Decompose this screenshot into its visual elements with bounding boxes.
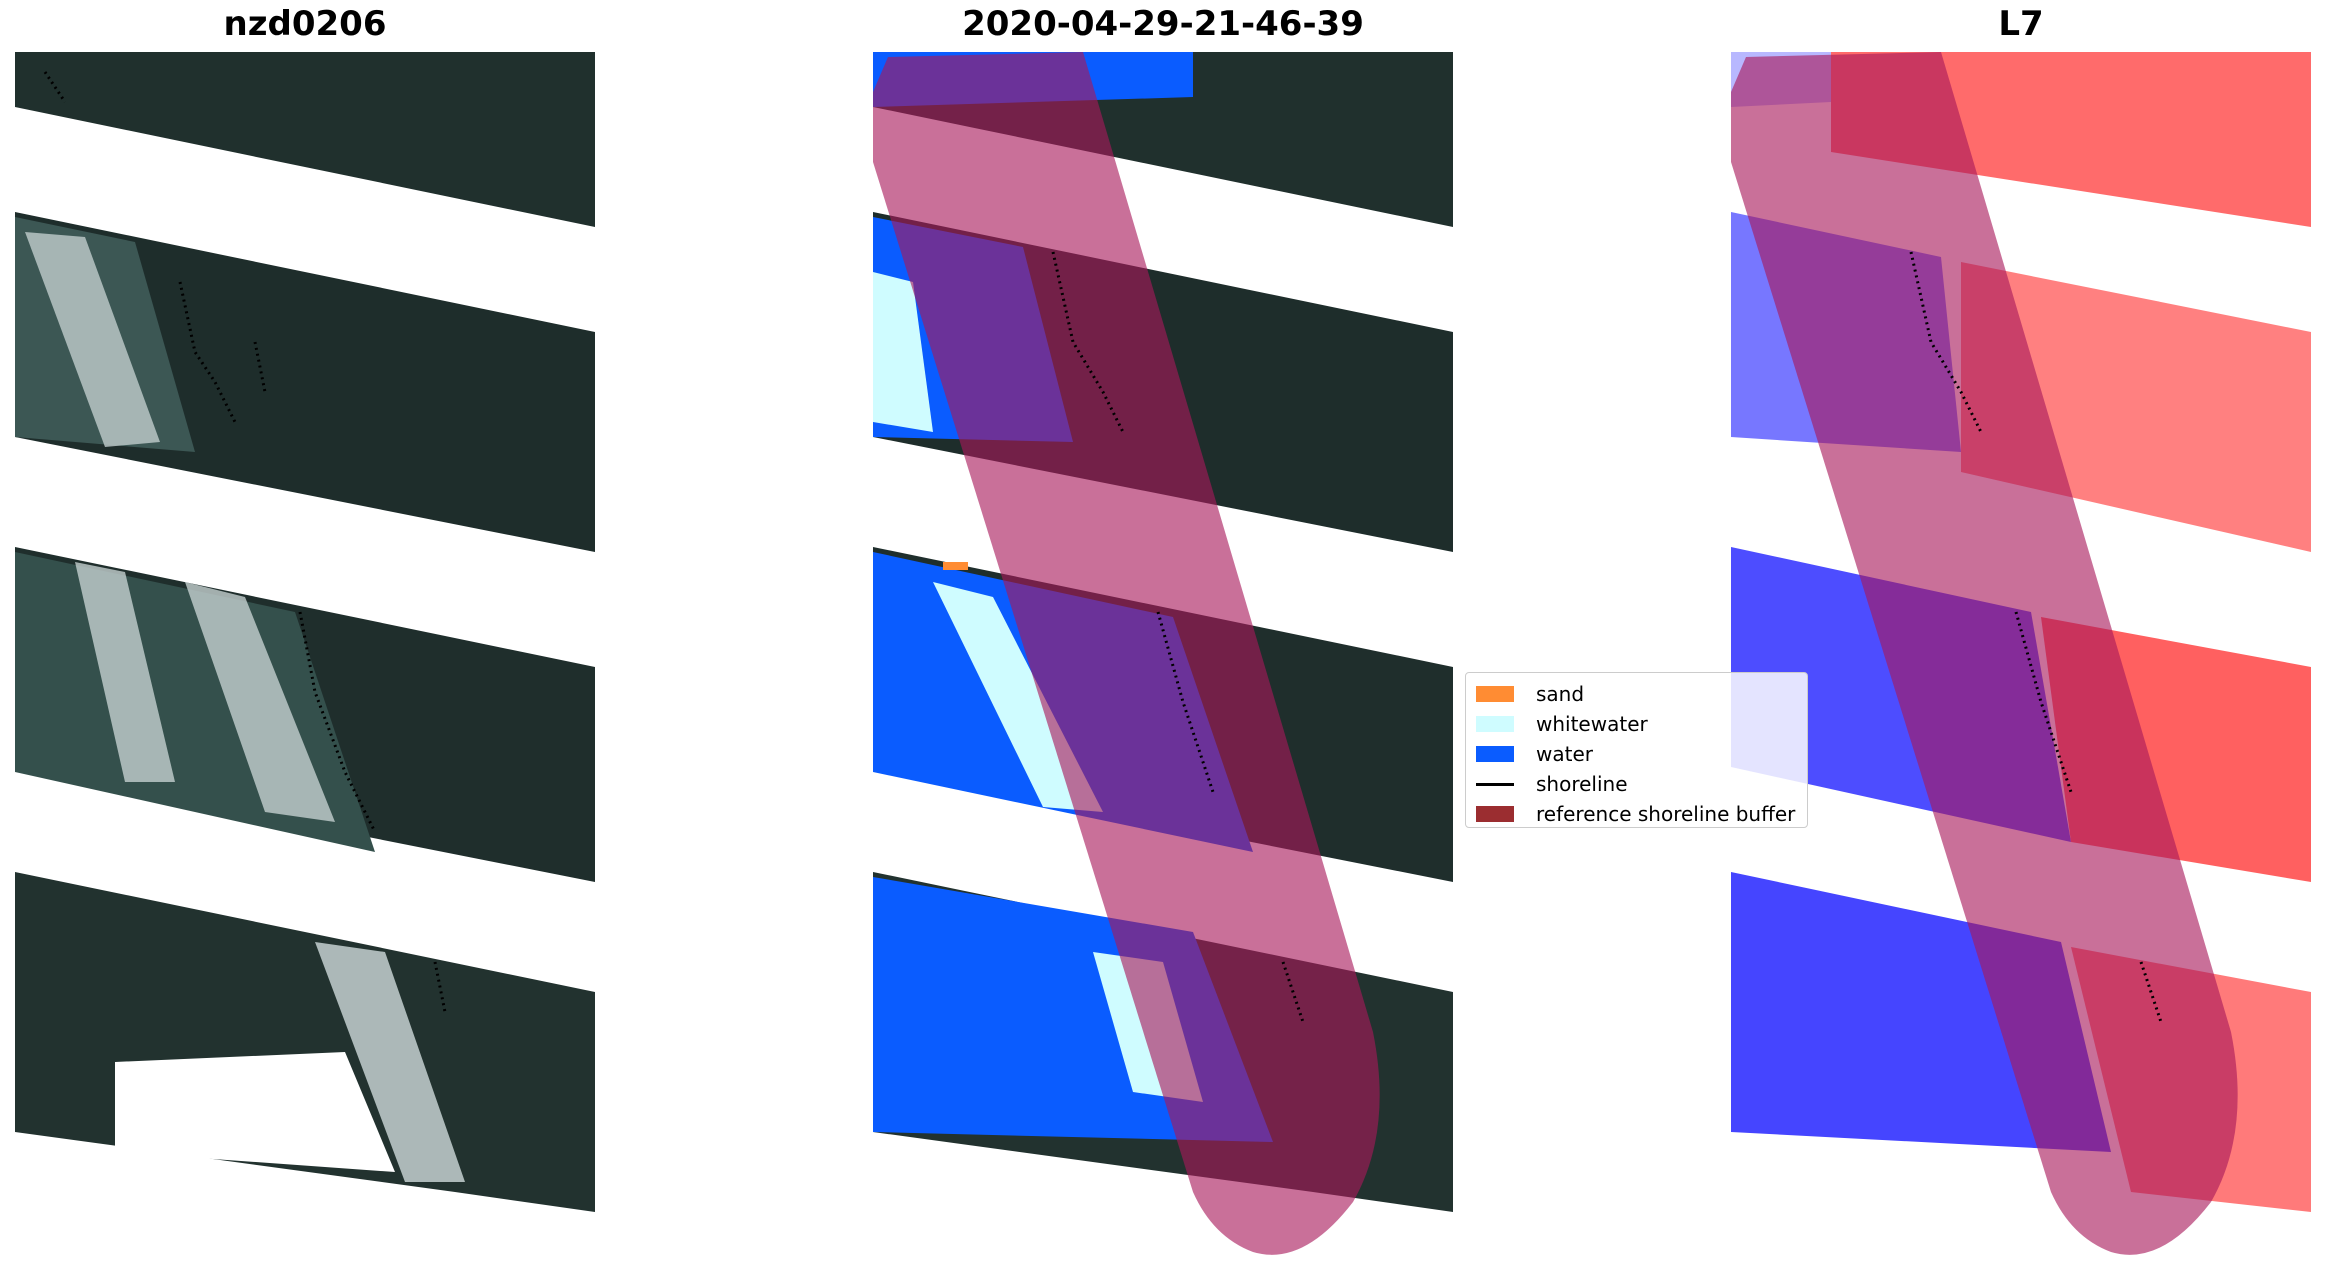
whitewater-band [315, 942, 465, 1182]
no-data-area [115, 1052, 395, 1172]
legend-label: shoreline [1536, 772, 1628, 796]
panel-title-rgb: nzd0206 [223, 4, 387, 44]
legend-label: reference shoreline buffer [1536, 802, 1796, 826]
panel-title-classified: 2020-04-29-21-46-39 [962, 4, 1364, 44]
legend-line [1476, 782, 1514, 786]
whitewater-band [75, 562, 175, 782]
whitewater-band [185, 582, 335, 822]
reference-shoreline-buffer [1731, 52, 2238, 1255]
legend-label: whitewater [1536, 712, 1648, 736]
panel-title-index: L7 [1998, 4, 2044, 44]
legend-swatch [1476, 716, 1514, 732]
reference-shoreline-buffer [873, 52, 1380, 1255]
shoreline-trace [1051, 251, 1305, 1023]
shoreline-trace [1909, 251, 2163, 1023]
sand-class [943, 562, 968, 570]
rgb-image-panel [15, 52, 595, 1212]
legend-item-sand: sand [1476, 679, 1797, 709]
legend-label: water [1536, 742, 1593, 766]
shoreline-trace [43, 71, 67, 103]
classified-panel [873, 52, 1453, 1255]
image-strip [15, 212, 595, 552]
legend: sand whitewater water shoreline referenc… [1465, 672, 1808, 828]
whitewater-class [873, 272, 933, 432]
legend-label: sand [1536, 682, 1585, 706]
legend-item-shoreline: shoreline [1476, 769, 1797, 799]
legend-item-whitewater: whitewater [1476, 709, 1797, 739]
legend-item-reference-buffer: reference shoreline buffer [1476, 799, 1797, 829]
legend-item-water: water [1476, 739, 1797, 769]
whitewater-band [25, 232, 160, 447]
shoreline-trace [178, 281, 447, 1013]
image-strip [15, 52, 595, 227]
legend-swatch [1476, 686, 1514, 702]
legend-swatch [1476, 806, 1514, 822]
legend-swatch [1476, 746, 1514, 762]
index-panel [1731, 52, 2311, 1255]
